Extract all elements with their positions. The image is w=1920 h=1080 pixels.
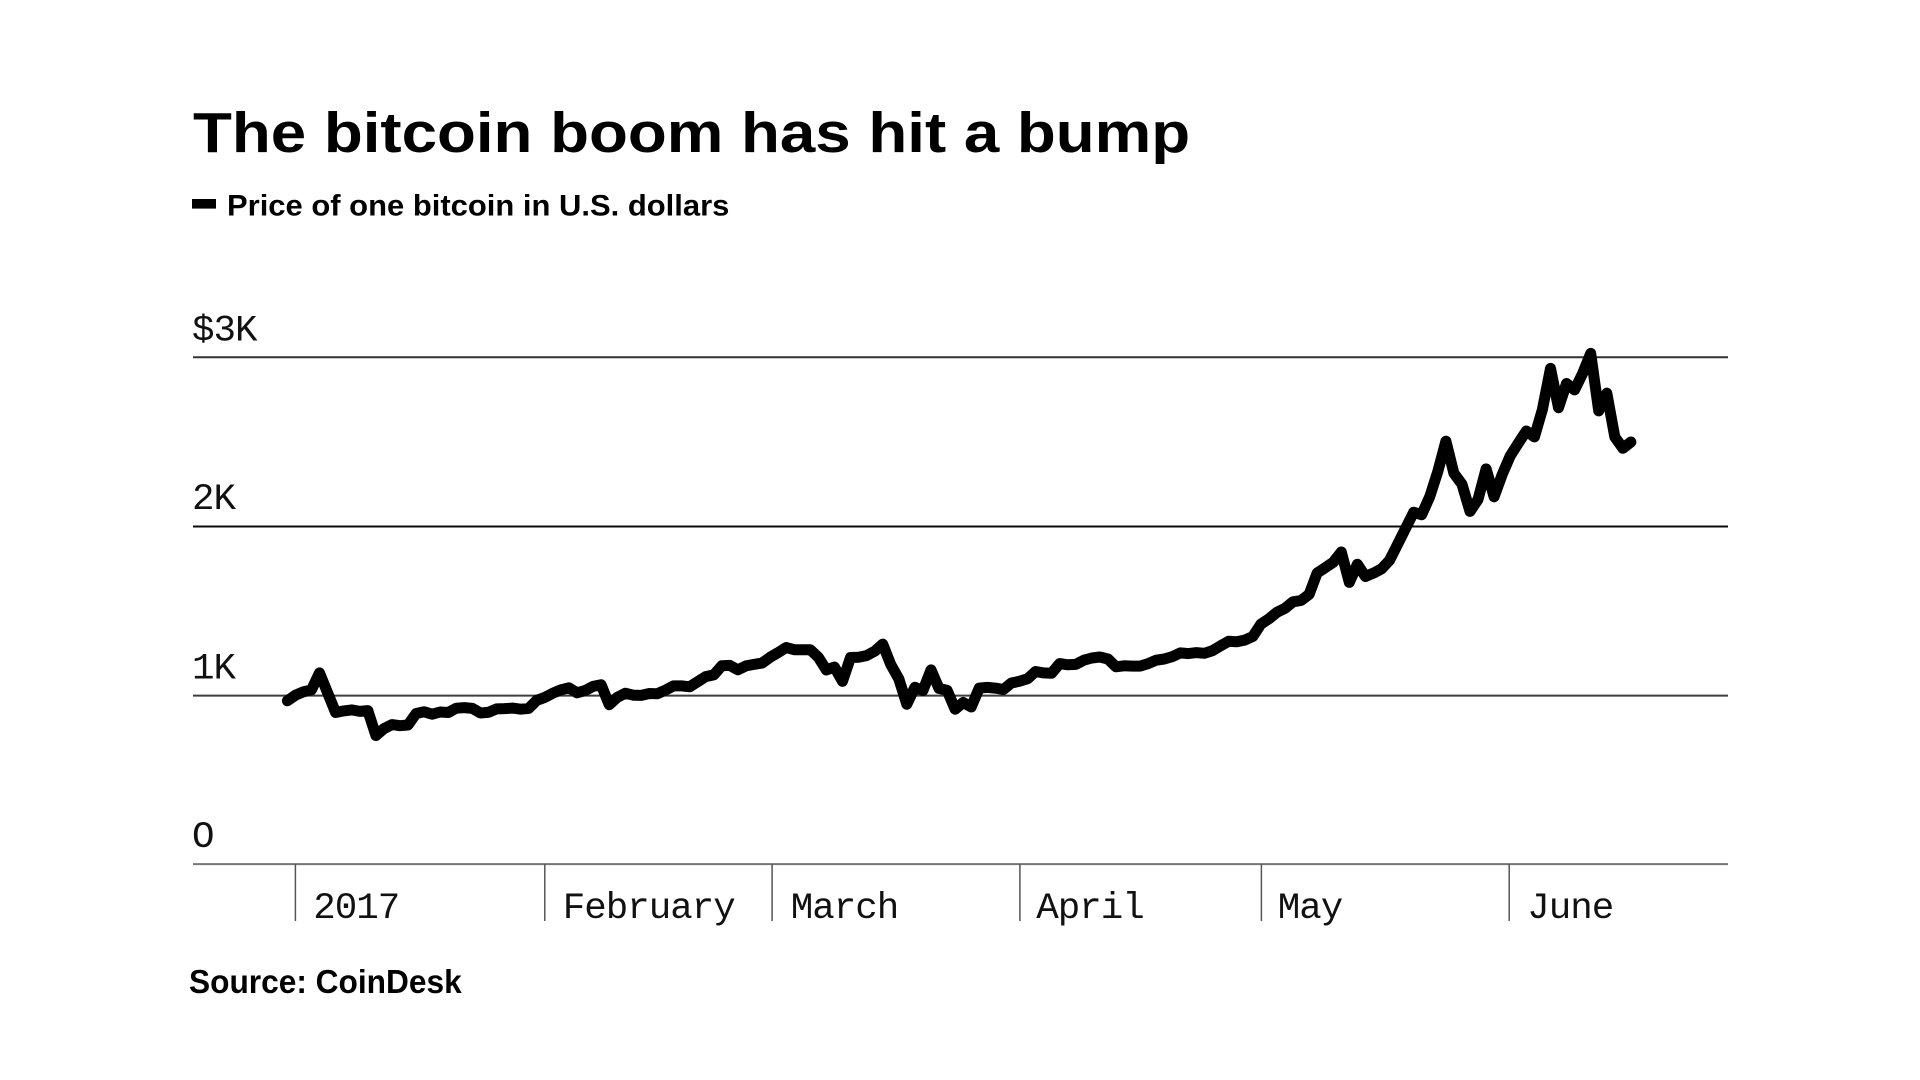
svg-text:Price of one bitcoin in U.S. d: Price of one bitcoin in U.S. dollars xyxy=(227,190,729,222)
svg-text:1K: 1K xyxy=(192,648,237,690)
svg-text:O: O xyxy=(192,817,214,859)
svg-text:March: March xyxy=(791,888,899,930)
svg-text:June: June xyxy=(1527,888,1613,930)
svg-text:2017: 2017 xyxy=(313,888,399,930)
svg-text:February: February xyxy=(563,888,736,930)
svg-text:$3K: $3K xyxy=(192,310,258,352)
svg-text:2K: 2K xyxy=(192,479,237,521)
svg-text:Source: CoinDesk: Source: CoinDesk xyxy=(189,963,463,1000)
svg-text:The bitcoin boom has hit a bum: The bitcoin boom has hit a bump xyxy=(193,100,1190,164)
svg-text:April: April xyxy=(1036,888,1144,930)
svg-text:May: May xyxy=(1278,888,1343,930)
